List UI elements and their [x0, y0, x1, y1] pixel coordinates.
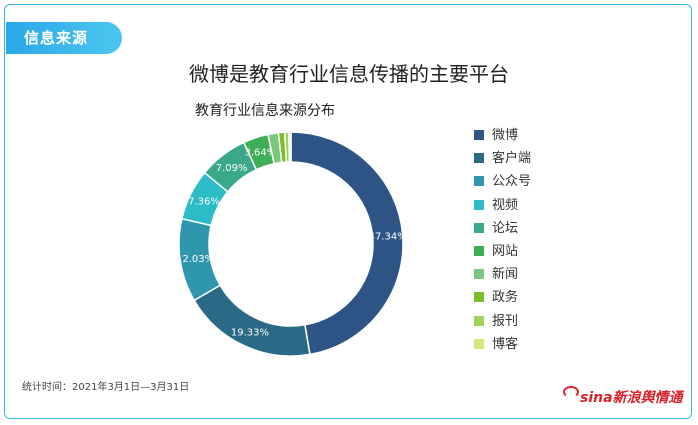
legend-swatch — [474, 269, 484, 280]
legend-item: 新闻 — [474, 263, 531, 286]
legend-swatch — [474, 130, 484, 140]
legend-label: 客户端 — [492, 151, 532, 167]
card-frame — [4, 4, 692, 419]
legend-label: 网站 — [492, 243, 519, 259]
legend-swatch — [474, 338, 484, 349]
slice-label-3: 12.03% — [176, 254, 214, 265]
legend-swatch — [474, 315, 484, 326]
legend-item: 报刊 — [474, 310, 531, 333]
donut-slice-1 — [290, 131, 404, 356]
logo-text: sina新浪舆情通 — [580, 390, 683, 406]
legend-label: 论坛 — [492, 220, 519, 236]
slice-label-6: 3.64% — [244, 147, 276, 158]
legend-label: 报刊 — [492, 313, 519, 329]
sina-logo: sina新浪舆情通 — [563, 386, 683, 407]
legend-item: 政务 — [474, 286, 531, 309]
donut-slice-2 — [193, 284, 311, 357]
legend-label: 微博 — [492, 128, 519, 143]
slice-label-5: 7.09% — [216, 163, 248, 174]
section-badge: 信息来源 — [6, 22, 122, 54]
legend-item: 博客 — [474, 333, 531, 356]
legend-swatch — [474, 153, 484, 164]
main-title: 微博是教育行业信息传播的主要平台 — [189, 62, 509, 86]
donut-slice-10 — [288, 131, 292, 163]
legend-item: 论坛 — [474, 217, 531, 240]
sina-eye-icon — [563, 386, 579, 398]
legend-item: 客户端 — [474, 147, 531, 170]
legend-item: 网站 — [474, 240, 531, 263]
legend-label: 博客 — [492, 336, 519, 352]
legend-swatch — [474, 292, 484, 303]
slice-label-4: 7.36% — [188, 197, 220, 208]
statistics-period: 统计时间：2021年3月1日—3月31日 — [22, 382, 190, 393]
legend-swatch — [474, 245, 484, 256]
legend-label: 政务 — [492, 290, 519, 306]
slice-label-2: 19.33% — [231, 327, 269, 338]
legend-swatch — [474, 199, 484, 210]
legend-label: 视频 — [492, 197, 519, 213]
legend-swatch — [474, 176, 484, 187]
chart-title: 教育行业信息来源分布 — [195, 103, 335, 119]
legend-item: 微博 — [474, 124, 531, 147]
chart-legend: 微博客户端公众号视频论坛网站新闻政务报刊博客 — [474, 124, 531, 356]
legend-item: 公众号 — [474, 170, 531, 193]
legend-label: 新闻 — [492, 267, 519, 283]
legend-item: 视频 — [474, 194, 531, 217]
slice-label-1: 47.34% — [369, 231, 407, 242]
legend-label: 公众号 — [492, 174, 532, 190]
legend-swatch — [474, 222, 484, 233]
